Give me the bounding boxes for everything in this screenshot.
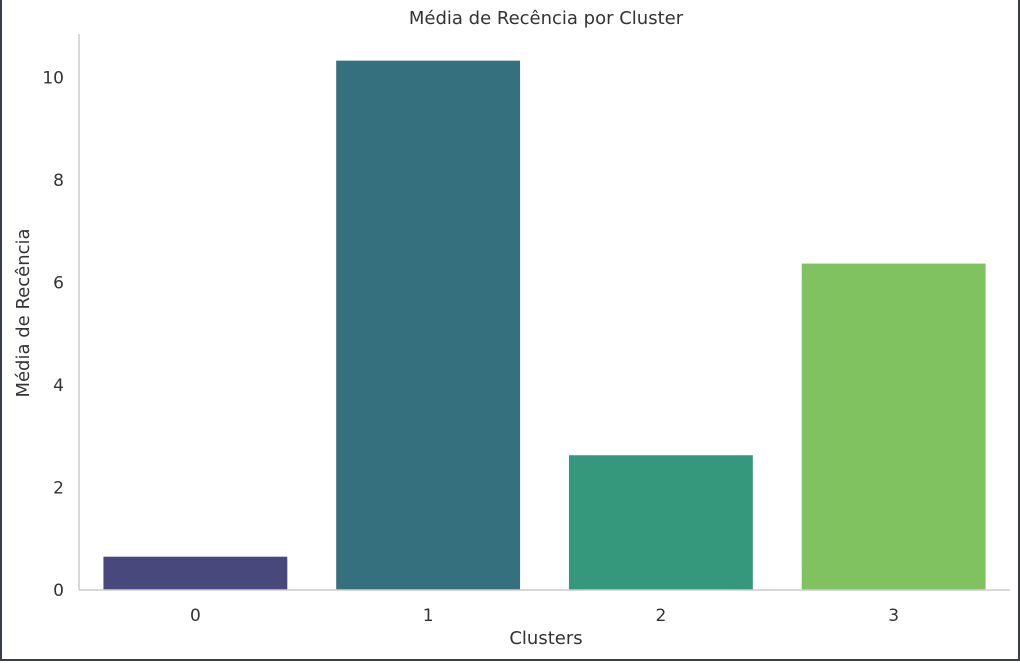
y-tick-label: 10 [42,69,64,89]
bar-cluster-2 [568,455,753,590]
bar-cluster-0 [103,556,288,590]
x-axis-ticks: 0 1 2 3 [190,606,899,626]
y-tick-label: 2 [53,479,64,499]
bar-cluster-3 [801,263,986,590]
y-tick-label: 0 [53,581,64,601]
x-tick-label: 1 [423,606,434,626]
bar-cluster-1 [336,60,521,590]
y-tick-label: 6 [53,274,64,294]
y-tick-label: 4 [53,376,64,396]
y-axis-title: Média de Recência [13,228,34,397]
y-axis-ticks: 0 2 4 6 8 10 [42,69,64,601]
x-axis-title: Clusters [509,628,582,649]
x-tick-label: 3 [888,606,899,626]
y-tick-label: 8 [53,171,64,191]
x-tick-label: 2 [655,606,666,626]
bars-group [103,60,986,590]
chart-title: Média de Recência por Cluster [409,8,684,29]
x-tick-label: 0 [190,606,201,626]
